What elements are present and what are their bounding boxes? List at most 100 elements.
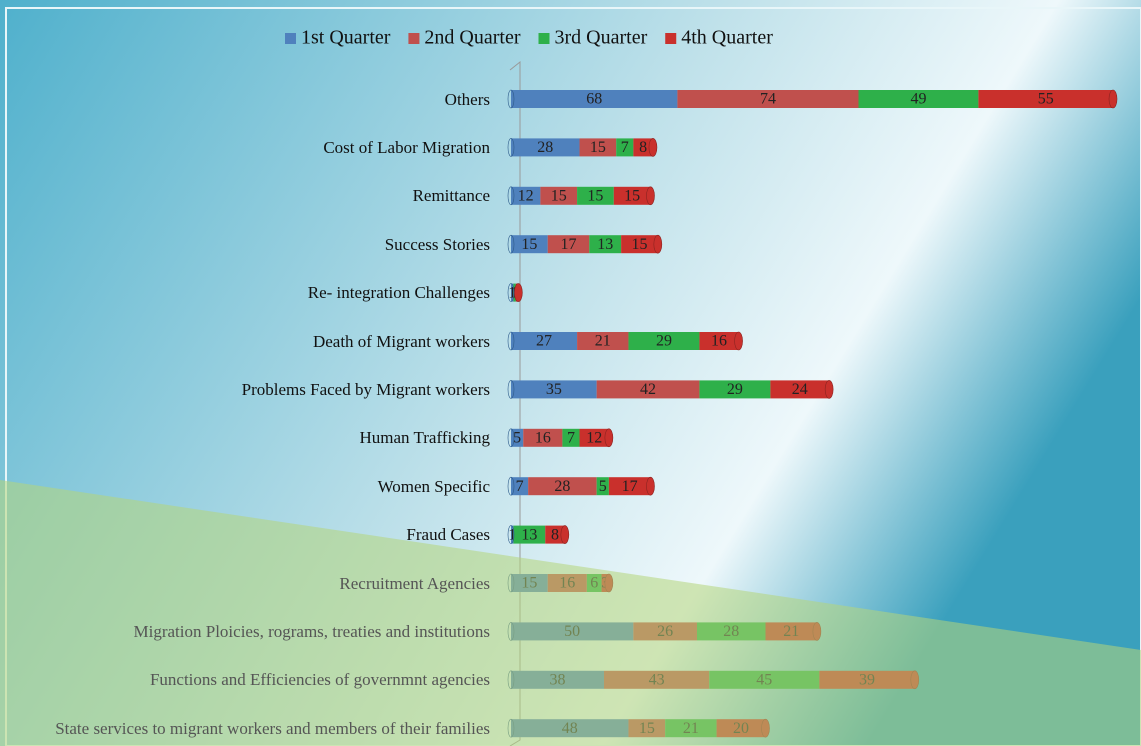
bar-segment xyxy=(677,90,859,108)
bar-cap xyxy=(1108,89,1118,109)
category-label: Others xyxy=(444,89,490,109)
data-label: 15 xyxy=(590,139,606,156)
overlay xyxy=(0,480,1141,746)
bar-segment xyxy=(511,380,597,399)
bar-segment xyxy=(545,525,565,544)
bar-cap xyxy=(560,525,570,544)
bar-segment xyxy=(511,525,514,544)
data-label: 7 xyxy=(516,478,524,495)
legend-label: 3rd Quarter xyxy=(555,27,648,49)
data-label: 7 xyxy=(567,429,575,446)
bar-cap xyxy=(824,380,834,399)
bar-segment xyxy=(621,235,658,254)
bar-segment xyxy=(547,235,590,254)
bar-segment xyxy=(616,138,634,157)
category-label: Recruitment Agencies xyxy=(339,573,490,593)
bar-segment xyxy=(613,186,651,205)
bar-cap xyxy=(604,428,614,448)
bar-base xyxy=(507,138,515,157)
category-label: State services to migrant workers and me… xyxy=(55,718,490,738)
category-label: Human Trafficking xyxy=(359,428,491,448)
data-label: 28 xyxy=(537,139,553,156)
bar-segment xyxy=(513,525,546,544)
bar-segment xyxy=(770,380,830,399)
data-label: 15 xyxy=(551,187,567,204)
bar-base xyxy=(507,186,515,206)
bar-segment xyxy=(511,332,578,350)
category-label: Women Specific xyxy=(377,476,490,496)
bar-segment xyxy=(577,332,629,350)
bar-cap xyxy=(514,283,523,302)
bar-base xyxy=(507,428,515,448)
bar-segment xyxy=(511,428,524,447)
data-label: 17 xyxy=(622,478,638,495)
legend-label: 1st Quarter xyxy=(301,27,391,49)
legend-swatch xyxy=(665,33,677,44)
data-label: 28 xyxy=(554,478,570,495)
category-label: Cost of Labor Migration xyxy=(323,137,490,157)
data-label: 13 xyxy=(521,526,537,543)
category-label: Fraud Cases xyxy=(406,525,490,545)
bar-cap xyxy=(646,476,655,496)
data-label: 24 xyxy=(792,381,808,398)
bar-cap xyxy=(653,234,663,254)
bar-segment xyxy=(628,332,700,350)
bar-base xyxy=(507,525,515,544)
bar-segment xyxy=(523,428,563,447)
data-label: 49 xyxy=(910,91,926,108)
legend-swatch xyxy=(538,33,550,44)
bar-segment xyxy=(577,186,614,205)
bar-base xyxy=(507,89,515,109)
bar-segment xyxy=(589,235,622,254)
bar-segment xyxy=(511,186,541,205)
data-label: 12 xyxy=(586,429,602,446)
bar-cap xyxy=(734,331,743,351)
bar-cap xyxy=(648,138,658,157)
data-label: 5 xyxy=(599,478,607,495)
bar-base xyxy=(507,380,515,399)
bar-segment xyxy=(978,90,1113,108)
bar-segment xyxy=(511,477,529,496)
frame xyxy=(5,7,1141,746)
bar-segment xyxy=(596,380,700,399)
category-label: Problems Faced by Migrant workers xyxy=(241,379,490,399)
data-label: 27 xyxy=(536,333,552,350)
bar-segment xyxy=(511,235,548,254)
data-label: 68 xyxy=(586,91,602,108)
data-label: 1 xyxy=(508,526,516,543)
bar-base xyxy=(507,234,515,254)
data-label: 12 xyxy=(518,187,534,204)
bar-segment xyxy=(699,332,739,350)
data-label: 7 xyxy=(621,139,629,156)
bar-segment xyxy=(858,90,979,108)
data-label: 35 xyxy=(546,381,562,398)
category-label: Success Stories xyxy=(384,234,490,254)
bar-segment xyxy=(579,428,609,447)
bar-cap xyxy=(646,186,655,206)
category-label: Remittance xyxy=(412,186,490,206)
legend-swatch xyxy=(285,33,296,44)
data-label: 17 xyxy=(561,236,577,253)
data-label: 15 xyxy=(631,236,647,253)
category-label: Death of Migrant workers xyxy=(312,331,490,351)
legend: 1st Quarter 2nd Quarter 3rd Quarter 4th Qua… xyxy=(285,27,773,49)
bar-segment xyxy=(540,186,578,205)
data-label: 15 xyxy=(521,236,537,253)
data-label: 13 xyxy=(597,236,613,253)
bar-segment xyxy=(511,138,580,157)
bar-segment xyxy=(511,90,678,108)
data-label: 8 xyxy=(639,139,647,156)
bar-base xyxy=(507,331,515,351)
data-label: 1 xyxy=(508,284,516,301)
category-label: Re- integration Challenges xyxy=(307,283,490,303)
data-label: 29 xyxy=(727,381,743,398)
data-label: 15 xyxy=(587,187,603,204)
data-label: 16 xyxy=(711,333,727,350)
legend-label: 2nd Quarter xyxy=(424,27,520,49)
bar-segment xyxy=(562,428,580,447)
data-label: 55 xyxy=(1038,91,1054,108)
data-label: 29 xyxy=(656,333,672,350)
bar-segment xyxy=(699,380,771,399)
